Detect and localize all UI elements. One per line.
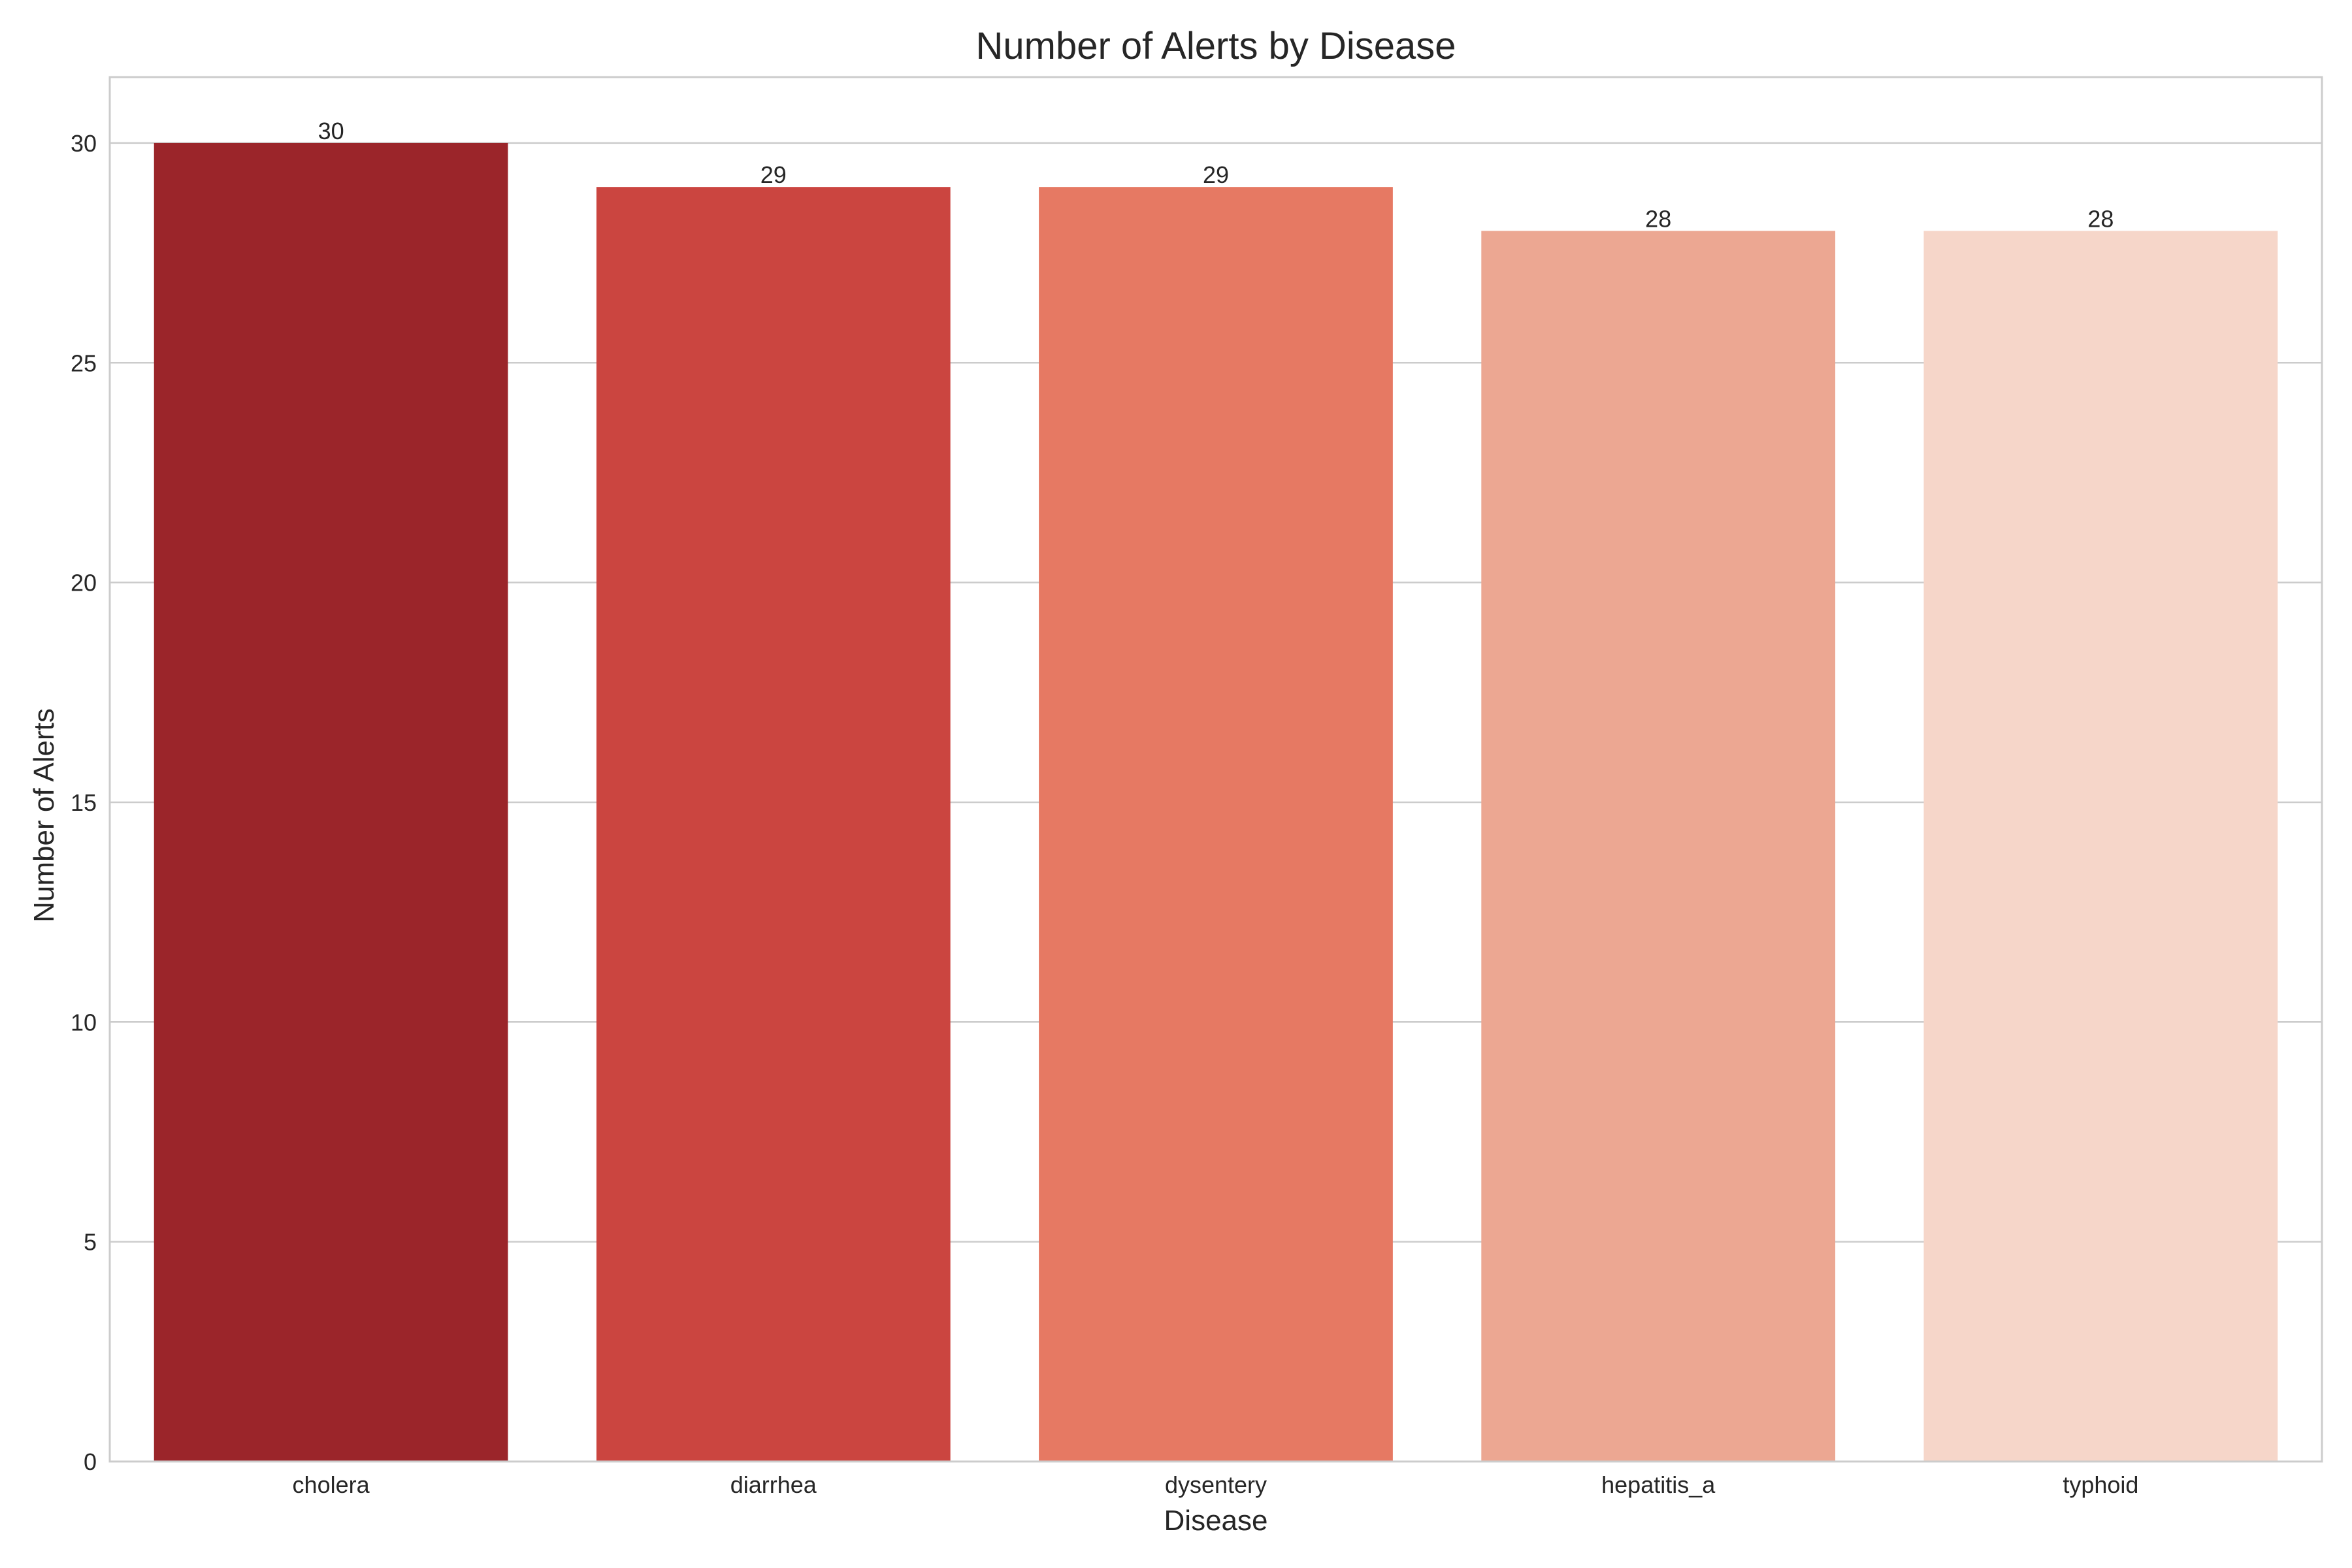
x-tick-label: dysentery: [1165, 1471, 1267, 1498]
data-label: 30: [318, 118, 344, 144]
bar-dysentery: [1039, 187, 1393, 1462]
y-tick-label: 15: [71, 789, 97, 816]
y-axis-title: Number of Alerts: [28, 708, 60, 923]
bar-typhoid: [1923, 231, 2278, 1462]
x-tick-label: hepatitis_a: [1601, 1471, 1716, 1498]
y-tick-label: 5: [84, 1229, 97, 1256]
x-axis-title: Disease: [1164, 1505, 1268, 1537]
y-tick-label: 20: [71, 570, 97, 596]
data-label: 29: [760, 161, 787, 188]
data-label: 28: [2087, 205, 2114, 232]
data-label: 29: [1203, 161, 1229, 188]
data-label: 28: [1645, 205, 1671, 232]
x-tick-label: cholera: [293, 1471, 370, 1498]
y-tick-label: 0: [84, 1448, 97, 1475]
bar-diarrhea: [596, 187, 951, 1462]
chart-title: Number of Alerts by Disease: [976, 25, 1456, 67]
bars: [154, 142, 2278, 1462]
x-axis-ticks: cholera diarrhea dysentery hepatitis_a typho…: [293, 1471, 2139, 1498]
bar-cholera: [154, 142, 508, 1462]
y-tick-label: 10: [71, 1009, 97, 1036]
x-tick-label: diarrhea: [730, 1471, 817, 1498]
plot-area-frame: [108, 76, 2323, 1463]
data-labels: 30 29 29 28 28: [318, 118, 2114, 233]
y-axis-ticks: 0 5 10 15 20 25 30: [71, 130, 97, 1475]
y-tick-label: 25: [71, 350, 97, 376]
x-tick-label: typhoid: [2063, 1471, 2138, 1498]
bar-hepatitis-a: [1481, 231, 1836, 1462]
y-tick-label: 30: [71, 130, 97, 157]
